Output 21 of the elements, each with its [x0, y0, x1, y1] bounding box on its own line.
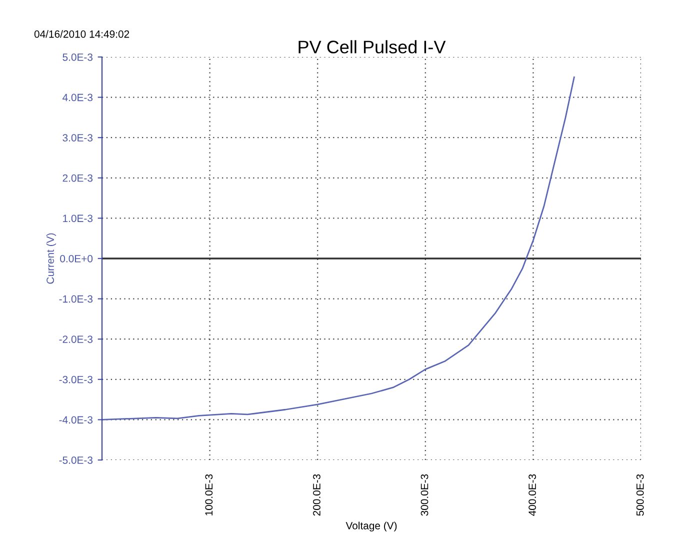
- y-tick-label: 2.0E-3: [62, 174, 93, 182]
- y-axis-title: Current (V): [46, 233, 56, 284]
- y-tick-label: 0.0E+0: [60, 255, 93, 262]
- y-tick-label: 3.0E-3: [62, 134, 93, 142]
- y-tick-label: -2.0E-3: [59, 336, 93, 343]
- y-tick-label: 4.0E-3: [62, 94, 93, 102]
- line-series: [102, 76, 575, 420]
- y-tick-label: 5.0E-3: [62, 54, 93, 61]
- x-tick-label: 200.0E-3: [313, 474, 320, 516]
- chart-title: PV Cell Pulsed I-V: [298, 40, 446, 54]
- x-tick-label: 500.0E-3: [636, 474, 644, 516]
- x-tick-label: 300.0E-3: [420, 474, 428, 516]
- x-tick-label: 400.0E-3: [528, 474, 536, 516]
- y-tick-label: -5.0E-3: [59, 456, 93, 464]
- y-tick-label: -3.0E-3: [59, 376, 93, 384]
- x-axis-title: Voltage (V): [346, 522, 397, 532]
- x-tick-label: 100.0E-3: [205, 474, 213, 516]
- y-tick-label: -4.0E-3: [59, 416, 93, 424]
- text: 04/16/2010 14:49:02: [34, 30, 130, 38]
- y-tick-label: 1.0E-3: [63, 214, 93, 222]
- y-tick-label: -1.0E-3: [59, 295, 93, 303]
